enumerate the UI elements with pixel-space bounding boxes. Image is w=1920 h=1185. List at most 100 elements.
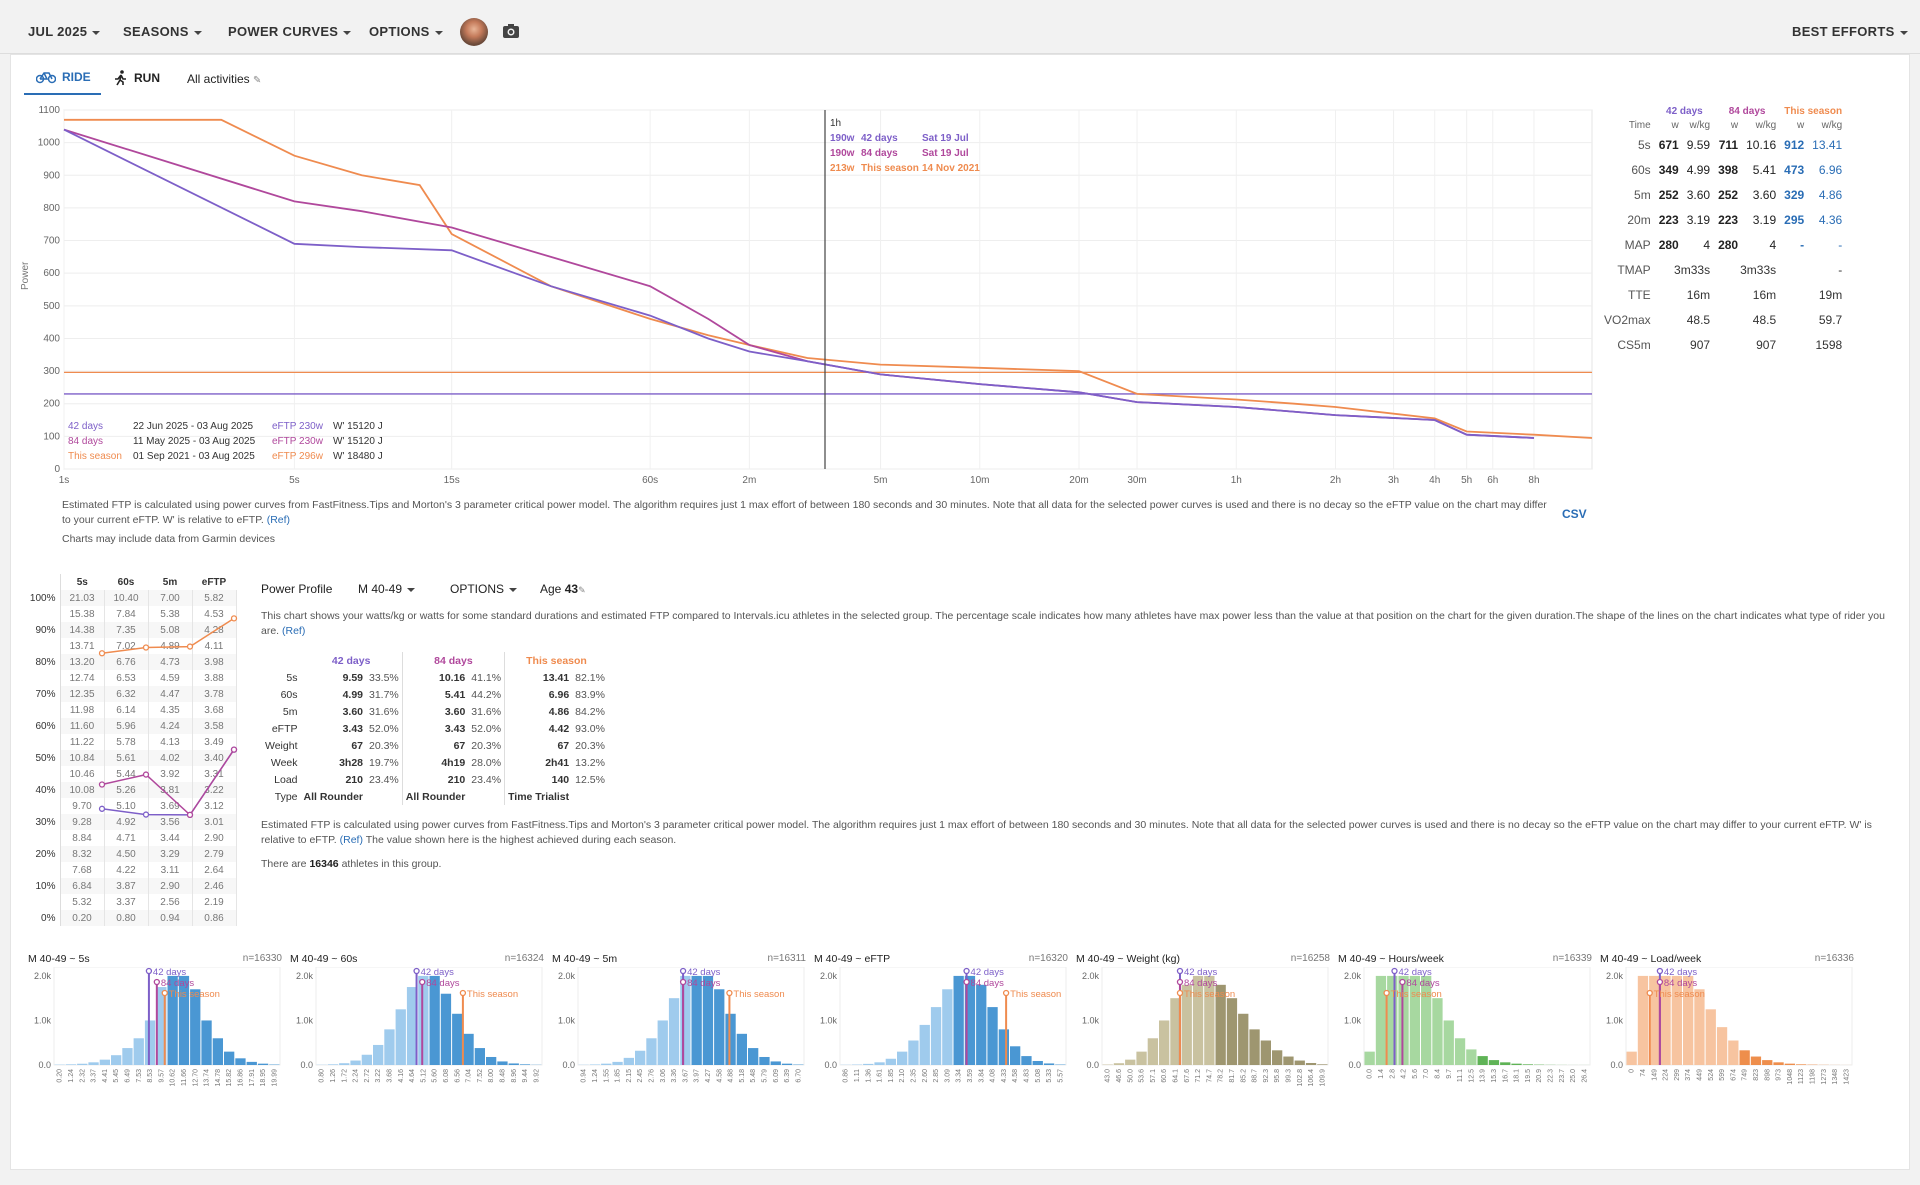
avatar[interactable] bbox=[460, 18, 488, 46]
ps-cell: 4h19 bbox=[401, 754, 469, 771]
profile-point bbox=[186, 811, 194, 819]
be-cell: 3.19 bbox=[1752, 212, 1777, 227]
histogram-x-tick: 9.7 bbox=[1446, 1069, 1453, 1079]
be-cell: 48.5 bbox=[1686, 312, 1711, 327]
histogram-x-tick: 3.37 bbox=[91, 1069, 98, 1083]
histogram-y-tick: 2.0k bbox=[34, 971, 52, 981]
histogram-bar bbox=[144, 1020, 156, 1065]
rider-type-field[interactable]: All Rounder bbox=[303, 790, 364, 803]
ps-cell: 5.41 bbox=[401, 686, 469, 703]
x-tick-label: 5h bbox=[1461, 475, 1472, 486]
histogram-frame bbox=[315, 967, 543, 1066]
tab-run[interactable]: RUN bbox=[114, 70, 160, 86]
histogram-x-tick: 6.09 bbox=[773, 1069, 780, 1083]
options-menu[interactable]: OPTIONS bbox=[369, 24, 443, 39]
pp-cell: 7.35 bbox=[104, 622, 149, 638]
ps-cell: 210 bbox=[401, 771, 469, 788]
histogram-y-tick: 1.0k bbox=[558, 1015, 576, 1025]
seasons-menu[interactable]: SEASONS bbox=[123, 24, 202, 39]
histogram-x-tick: 7.0 bbox=[1423, 1069, 1430, 1079]
ps-cell: 23.4% bbox=[471, 773, 502, 786]
tooltip-season-date: 14 Nov 2021 bbox=[922, 163, 980, 174]
histogram-bar bbox=[122, 1048, 133, 1065]
ps-row: Weight 67 20.3% 67 20.3% 67 20.3% bbox=[262, 737, 608, 754]
histogram-y-tick: 0.0 bbox=[1610, 1060, 1623, 1070]
series-line bbox=[63, 128, 1535, 439]
power-axis-label: Power bbox=[20, 261, 31, 290]
age-field[interactable]: Age 43✎ bbox=[540, 582, 586, 596]
camera-icon[interactable] bbox=[502, 22, 520, 40]
histogram-x-tick: 43.0 bbox=[1105, 1069, 1112, 1083]
pp-cell: 4.73 bbox=[148, 654, 193, 670]
be-cell: - bbox=[1838, 262, 1843, 277]
histogram-bar bbox=[99, 1059, 110, 1065]
be-row-label: TMAP bbox=[1617, 262, 1651, 277]
be-cell: 3m33s bbox=[1740, 262, 1777, 277]
tab-ride[interactable]: RIDE bbox=[36, 70, 91, 84]
histogram-marker-label: 42 days bbox=[687, 967, 721, 978]
pp-col-header: 5s bbox=[76, 576, 88, 588]
be-cell: 671 bbox=[1658, 137, 1679, 152]
profile-point bbox=[142, 811, 150, 818]
pp-cell: 3.69 bbox=[148, 798, 193, 814]
pp-row: 60% 11.60 5.96 4.24 3.58 bbox=[27, 718, 237, 734]
pp-cell: 14.38 bbox=[60, 622, 105, 638]
profile-point bbox=[186, 643, 194, 650]
histogram-title: M 40-49 ~ eFTP bbox=[814, 953, 891, 965]
histogram-y-tick: 1.0k bbox=[1082, 1015, 1100, 1025]
histogram-bar bbox=[657, 1020, 668, 1065]
pp-cell: 10.08 bbox=[60, 782, 105, 798]
ref-link[interactable]: (Ref) bbox=[282, 625, 306, 637]
power-curve-chart: 0 100 200 300 400 500 600 700 800 900 1000 1100 1s 5s… bbox=[20, 105, 1593, 486]
ps-cell: 33.5% bbox=[369, 671, 399, 684]
chevron-down-icon bbox=[509, 587, 518, 592]
histogram-x-tick: 9.92 bbox=[533, 1069, 540, 1083]
rider-type-field[interactable]: All Rounder bbox=[401, 788, 469, 805]
histogram-x-tick: 13.9 bbox=[1480, 1069, 1487, 1083]
histogram-x-tick: 53.6 bbox=[1139, 1069, 1146, 1083]
csv-link[interactable]: CSV bbox=[1562, 507, 1587, 521]
ref-link[interactable]: (Ref) bbox=[266, 514, 291, 526]
profile-options-menu[interactable]: OPTIONS bbox=[450, 582, 518, 596]
pp-cell: 6.32 bbox=[104, 686, 149, 702]
pp-cell: 5.61 bbox=[104, 750, 149, 766]
histogram-bar bbox=[725, 1013, 736, 1065]
histogram-x-tick: 823 bbox=[1753, 1069, 1760, 1081]
histogram-x-tick: 898 bbox=[1764, 1069, 1771, 1081]
histogram-bar bbox=[668, 998, 680, 1065]
pp-cell: 2.64 bbox=[192, 862, 237, 878]
best-efforts-menu[interactable]: BEST EFFORTS bbox=[1792, 24, 1908, 39]
histogram-bar bbox=[635, 1050, 646, 1065]
power-profile-table: 5s 60s 5m eFTP 100% 21.03 10.40 7.00 5.82 15.38 7… bbox=[27, 574, 237, 926]
be-row-label: MAP bbox=[1624, 237, 1651, 252]
histogram-bar bbox=[1226, 998, 1238, 1065]
histogram-bar bbox=[1660, 975, 1671, 1065]
month-label: JUL 2025 bbox=[28, 24, 88, 39]
histogram-y-tick: 0.0 bbox=[300, 1060, 313, 1070]
histogram-bar bbox=[1626, 1051, 1637, 1065]
histogram-x-tick: 10.62 bbox=[170, 1069, 177, 1087]
rider-type-field[interactable]: Time Trialist bbox=[504, 788, 573, 805]
month-menu[interactable]: JUL 2025 bbox=[28, 24, 101, 39]
ps-cell: 4.99 bbox=[342, 688, 363, 701]
group-select[interactable]: M 40-49 bbox=[358, 582, 416, 596]
x-tick-label: 15s bbox=[444, 475, 460, 486]
pp-row: 40% 10.08 5.26 3.81 3.22 bbox=[27, 782, 237, 798]
histogram-y-tick: 0.0 bbox=[562, 1060, 575, 1070]
be-cell: 295 bbox=[1784, 212, 1805, 227]
power-curves-menu[interactable]: POWER CURVES bbox=[228, 24, 352, 39]
ref-link[interactable]: (Ref) bbox=[339, 834, 363, 846]
all-activities-filter[interactable]: All activities ✎ bbox=[187, 72, 261, 86]
legend-42-eftp: eFTP 230w bbox=[272, 421, 324, 432]
pp-row: 30% 9.28 4.92 3.56 3.01 bbox=[27, 814, 237, 830]
histogram-x-tick: 22.3 bbox=[1547, 1069, 1554, 1083]
pp-row: 10% 6.84 3.87 2.90 2.46 bbox=[27, 878, 237, 894]
pp-cell: 3.44 bbox=[148, 830, 193, 846]
histogram-x-tick: 17.91 bbox=[249, 1069, 256, 1087]
pp-cell: 5.26 bbox=[104, 782, 149, 798]
be-cell: 3.60 bbox=[1686, 187, 1711, 202]
legend-84-range: 11 May 2025 - 03 Aug 2025 bbox=[133, 436, 256, 447]
histogram-bar bbox=[224, 1051, 235, 1065]
histogram-bar bbox=[1511, 1063, 1522, 1065]
histogram-x-tick: 2.24 bbox=[353, 1069, 360, 1083]
